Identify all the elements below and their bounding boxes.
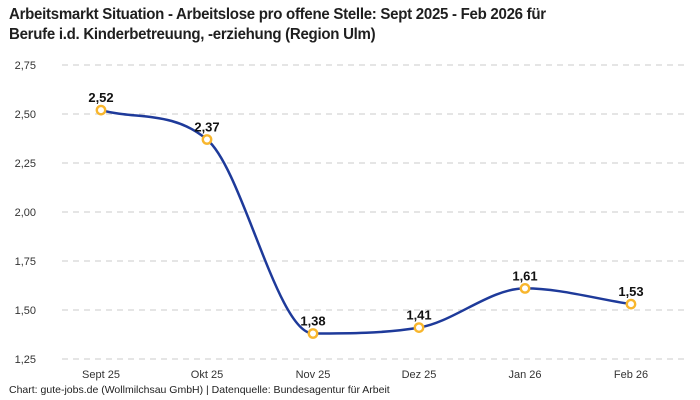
data-point-labels: 2,52 2,37 1,38 1,41 1,61 1,53	[88, 90, 643, 328]
x-tick-label: Dez 25	[402, 369, 437, 381]
data-point-marker	[201, 134, 213, 145]
y-tick-label: 2,00	[15, 207, 36, 219]
chart-title-line2: Berufe i.d. Kinderbetreuung, -erziehung …	[9, 26, 376, 43]
data-point-marker	[519, 282, 531, 294]
y-tick-label: 2,50	[15, 109, 36, 121]
x-tick-label: Nov 25	[296, 369, 331, 381]
y-tick-label: 2,25	[15, 158, 36, 170]
y-tick-label: 1,75	[15, 256, 36, 268]
y-gridlines	[62, 64, 688, 360]
y-tick-label: 1,50	[15, 305, 36, 317]
y-tick-label: 1,25	[15, 354, 36, 366]
chart-title-line1: Arbeitsmarkt Situation - Arbeitslose pro…	[9, 6, 546, 23]
data-point-marker	[413, 322, 425, 333]
y-tick-label: 2,75	[15, 60, 36, 72]
chart-title: Arbeitsmarkt Situation - Arbeitslose pro…	[9, 5, 658, 45]
x-tick-label: Jan 26	[508, 369, 541, 381]
y-axis-labels: 2,75 2,50 2,25 2,00 1,75 1,50 1,25	[15, 60, 36, 366]
x-axis-labels: Sept 25 Okt 25 Nov 25 Dez 25 Jan 26 Feb 26	[82, 369, 648, 381]
data-point-label: 2,52	[88, 90, 113, 105]
data-point-label: 1,61	[512, 268, 537, 283]
data-point-markers	[95, 104, 637, 339]
x-tick-label: Okt 25	[191, 369, 223, 381]
data-point-label: 1,38	[300, 314, 325, 329]
data-point-marker	[307, 328, 319, 339]
data-point-marker	[95, 104, 107, 116]
x-tick-label: Sept 25	[82, 369, 120, 381]
data-point-label: 2,37	[194, 120, 219, 135]
data-point-marker	[625, 298, 637, 310]
series-line	[99, 108, 633, 335]
data-point-label: 1,53	[618, 284, 643, 299]
data-point-label: 1,41	[406, 308, 431, 323]
x-tick-label: Feb 26	[614, 369, 648, 381]
chart-source: Chart: gute-jobs.de (Wollmilchsau GmbH) …	[9, 384, 390, 396]
